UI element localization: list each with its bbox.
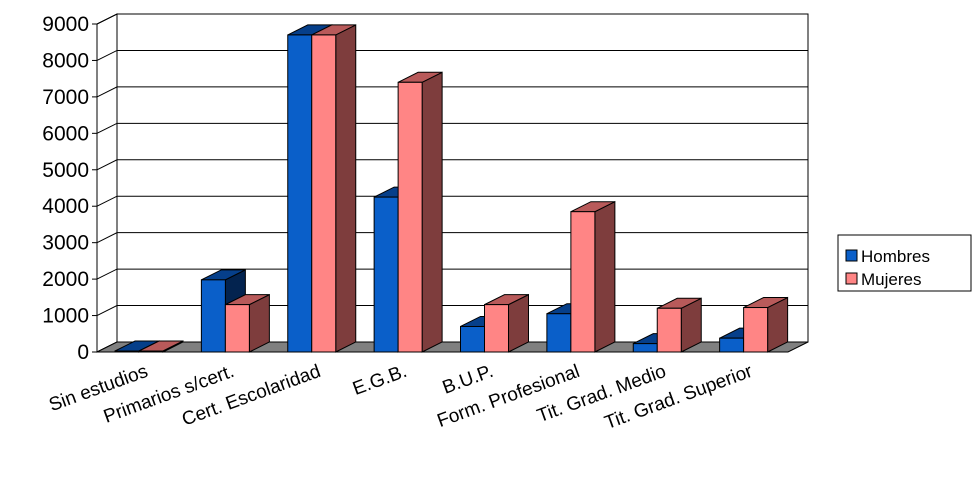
bar-front — [546, 313, 572, 353]
bar-mujeres-1 — [224, 293, 270, 353]
bar-front — [484, 304, 509, 353]
x-tick-label: Tit. Grad. Superior — [602, 361, 756, 434]
bar-front — [224, 304, 250, 353]
gridline — [96, 122, 808, 134]
bar-front — [719, 337, 745, 353]
y-tick-label: 0 — [77, 341, 89, 364]
y-tick-label: 4000 — [42, 195, 89, 218]
gridline — [96, 49, 808, 61]
side-wall — [96, 13, 118, 353]
y-tick-label: 6000 — [42, 122, 89, 145]
bar-front — [138, 350, 164, 353]
legend-swatch-mujeres — [845, 272, 858, 285]
bar-front — [311, 34, 337, 353]
y-tick-label: 3000 — [42, 232, 89, 255]
gridline — [96, 13, 808, 25]
bar-front — [373, 196, 399, 353]
bar-front — [632, 343, 658, 353]
bar-mujeres-5 — [570, 200, 616, 353]
y-axis: 0 1000 2000 3000 4000 5000 6000 7000 8000 9000 — [42, 13, 98, 364]
legend-label-hombres: Hombres — [861, 247, 930, 266]
bar-front — [287, 34, 313, 353]
gridline — [96, 159, 808, 171]
y-tick-label: 1000 — [42, 305, 89, 328]
y-tick-label: 7000 — [42, 86, 89, 109]
y-tick-label: 5000 — [42, 159, 89, 182]
gridline — [96, 195, 808, 207]
y-tick-label: 2000 — [42, 268, 89, 291]
bar-mujeres-7 — [743, 296, 789, 353]
bar-front — [743, 307, 769, 353]
bar-front — [570, 211, 596, 353]
bar-mujeres-0 — [138, 340, 184, 353]
x-tick-label: E.G.B. — [350, 361, 410, 400]
bar-front — [200, 279, 226, 353]
bar-side — [335, 24, 357, 353]
bar-front — [114, 350, 140, 353]
gridline — [96, 86, 808, 98]
bar-side — [594, 200, 616, 353]
bar-mujeres-6 — [656, 297, 702, 353]
x-tick-label: Form. Profesional — [434, 361, 582, 432]
bar-front — [656, 307, 682, 353]
bar-side — [421, 71, 443, 353]
bar-mujeres-2 — [311, 24, 357, 353]
bar-front — [460, 325, 485, 353]
bar-mujeres-4 — [484, 293, 529, 353]
legend: Hombres Mujeres — [837, 234, 972, 292]
y-tick-label: 8000 — [42, 49, 89, 72]
bars — [114, 24, 789, 353]
legend-label-mujeres: Mujeres — [861, 270, 921, 289]
bar-front — [397, 81, 423, 353]
legend-box — [837, 234, 972, 292]
legend-swatch-hombres — [845, 249, 858, 262]
y-tick-label: 9000 — [42, 13, 89, 36]
bar-mujeres-3 — [397, 71, 443, 353]
